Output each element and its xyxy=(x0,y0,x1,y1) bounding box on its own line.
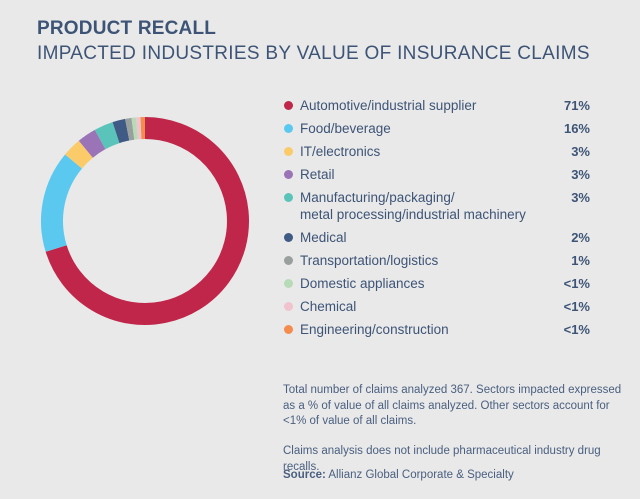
legend-value: 1% xyxy=(571,253,590,268)
donut-slice-1 xyxy=(45,117,249,325)
source-text: Allianz Global Corporate & Specialty xyxy=(325,469,514,481)
legend-item: Food/beverage 16% xyxy=(284,120,604,137)
legend-label: Automotive/industrial supplier xyxy=(300,98,477,113)
legend-swatch xyxy=(284,279,293,288)
legend-swatch xyxy=(284,193,293,202)
legend-item: Chemical <1% xyxy=(284,298,604,315)
legend-label: Engineering/construction xyxy=(300,322,449,337)
footnote-exclusion: Claims analysis does not include pharmac… xyxy=(283,445,601,473)
legend-swatch xyxy=(284,302,293,311)
legend-item: Manufacturing/packaging/metal processing… xyxy=(284,189,604,223)
legend-label: Retail xyxy=(300,167,335,182)
legend-value: <1% xyxy=(563,299,590,314)
donut-chart xyxy=(41,117,249,325)
legend-swatch xyxy=(284,325,293,334)
legend-swatch xyxy=(284,256,293,265)
legend-label: Food/beverage xyxy=(300,121,391,136)
legend-label: Domestic appliances xyxy=(300,276,425,291)
legend-value: 16% xyxy=(563,121,590,136)
legend-swatch xyxy=(284,101,293,110)
legend-item: Automotive/industrial supplier 71% xyxy=(284,97,604,114)
donut-slice-6 xyxy=(112,118,130,144)
legend-label: Medical xyxy=(300,230,347,245)
source-label: Source: xyxy=(283,469,326,481)
legend-item: Engineering/construction <1% xyxy=(284,321,604,338)
legend-value: 3% xyxy=(571,167,590,182)
legend-value: 3% xyxy=(571,190,590,205)
legend-label: IT/electronics xyxy=(300,144,381,159)
footnote-claims: Total number of claims analyzed 367. Sec… xyxy=(283,384,622,427)
legend-item: IT/electronics 3% xyxy=(284,143,604,160)
donut-slice-3 xyxy=(65,140,93,169)
legend-item: Medical 2% xyxy=(284,229,604,246)
donut-slice-2 xyxy=(41,154,83,252)
legend-swatch xyxy=(284,147,293,156)
legend-swatch xyxy=(284,124,293,133)
donut-slice-5 xyxy=(94,122,120,150)
legend-swatch xyxy=(284,170,293,179)
legend-swatch xyxy=(284,233,293,242)
legend-value: <1% xyxy=(563,276,590,291)
legend-item: Domestic appliances <1% xyxy=(284,275,604,292)
legend-label: Manufacturing/packaging/metal processing… xyxy=(300,190,526,222)
legend-value: 2% xyxy=(571,230,590,245)
legend-label: Transportation/logistics xyxy=(300,253,439,268)
legend-value: <1% xyxy=(563,322,590,337)
legend-item: Retail 3% xyxy=(284,166,604,183)
donut-slice-7 xyxy=(125,117,135,141)
chart-legend: Automotive/industrial supplier 71% Food/be… xyxy=(284,97,604,344)
legend-label: Chemical xyxy=(300,299,357,314)
donut-slice-4 xyxy=(78,129,106,158)
chart-subtitle: IMPACTED INDUSTRIES BY VALUE OF INSURANC… xyxy=(37,43,590,64)
legend-value: 3% xyxy=(571,144,590,159)
legend-value: 71% xyxy=(563,98,590,113)
source-line: Source: Allianz Global Corporate & Speci… xyxy=(283,468,623,484)
legend-item: Transportation/logistics 1% xyxy=(284,252,604,269)
chart-title: PRODUCT RECALL xyxy=(37,18,217,39)
